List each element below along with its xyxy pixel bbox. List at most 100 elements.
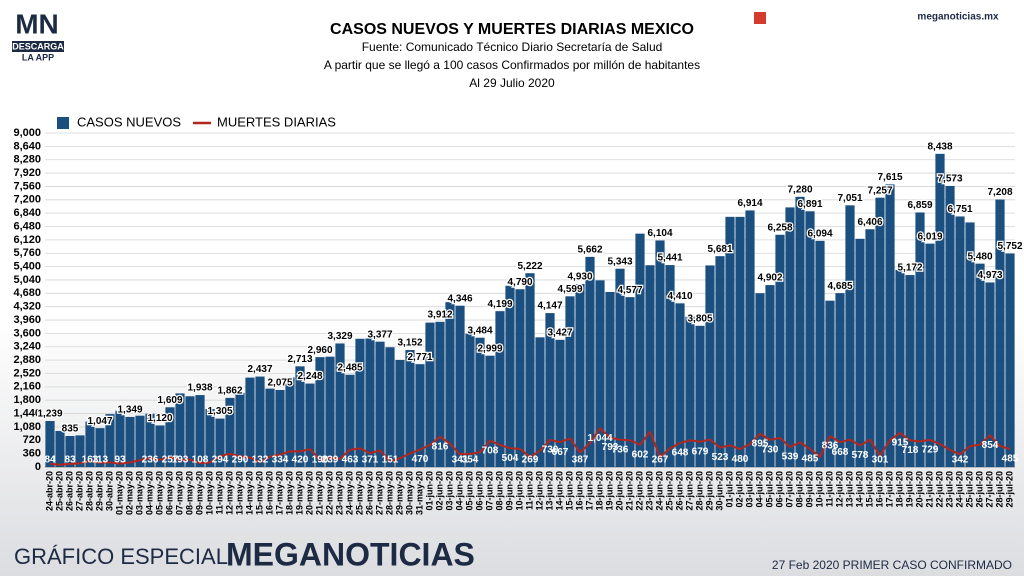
case-label: 6,891 [797, 199, 822, 210]
bar [85, 421, 95, 467]
subtitle: Al 29 Julio 2020 [469, 76, 555, 90]
death-label: 371 [362, 455, 379, 466]
y-tick-label: 1,800 [13, 394, 41, 406]
logo-line2: LA APP [22, 52, 54, 62]
death-label: 504 [502, 453, 519, 464]
death-label: 257 [162, 455, 179, 466]
x-tick-label: 13-may-20 [234, 471, 244, 515]
bar [915, 212, 925, 467]
case-label: 3,912 [427, 309, 452, 320]
death-label: 480 [732, 454, 749, 465]
x-tick-label: 21-jul-20 [924, 471, 934, 508]
x-tick-label: 16-jul-20 [874, 471, 884, 508]
x-tick-label: 14-jul-20 [854, 471, 864, 508]
x-tick-label: 13-jun-20 [544, 471, 554, 511]
bar [855, 238, 865, 467]
case-label: 2,999 [477, 343, 502, 354]
case-label: 6,406 [857, 217, 882, 228]
death-label: 341 [452, 455, 469, 466]
bar [965, 222, 975, 467]
x-tick-label: 28-jul-20 [994, 471, 1004, 508]
x-tick-label: 09-may-20 [194, 471, 204, 515]
x-tick-label: 15-jul-20 [864, 471, 874, 508]
bar [455, 305, 465, 467]
case-label: 4,410 [667, 291, 692, 302]
case-label: 4,790 [507, 277, 532, 288]
death-label: 301 [872, 455, 889, 466]
y-tick-label: 6,120 [13, 234, 41, 246]
x-tick-label: 07-jun-20 [484, 471, 494, 511]
death-label: 463 [342, 454, 359, 465]
death-label: 193 [172, 455, 189, 466]
x-tick-label: 14-jun-20 [554, 471, 564, 511]
case-label: 2,960 [307, 345, 332, 356]
bar [825, 300, 835, 467]
case-label: 8,438 [927, 141, 952, 152]
x-tick-label: 26-may-20 [364, 471, 374, 515]
death-label: 730 [542, 445, 559, 456]
bar [145, 413, 155, 467]
death-label: 236 [142, 455, 159, 466]
bar [185, 396, 195, 467]
death-label: 668 [832, 447, 849, 458]
x-tick-label: 20-jun-20 [614, 471, 624, 511]
case-label: 1,938 [187, 383, 212, 394]
bar [645, 265, 655, 467]
case-label: 6,094 [807, 228, 832, 239]
death-label: 163 [82, 455, 99, 466]
bar [385, 347, 395, 467]
x-tick-label: 26-jul-20 [974, 471, 984, 508]
bar [595, 280, 605, 467]
x-tick-label: 19-jul-20 [904, 471, 914, 508]
case-label: 3,805 [687, 313, 712, 324]
bar [255, 376, 265, 467]
death-label: 485 [802, 454, 819, 465]
case-label: 2,075 [267, 378, 292, 389]
case-label: 4,930 [567, 272, 592, 283]
case-label: 5,343 [607, 256, 632, 267]
x-tick-label: 08-may-20 [184, 471, 194, 515]
death-label: 269 [522, 455, 539, 466]
x-tick-label: 10-may-20 [204, 471, 214, 515]
x-tick-label: 13-jul-20 [844, 471, 854, 508]
x-tick-label: 21-may-20 [314, 471, 324, 515]
bar [225, 397, 235, 467]
bar [955, 216, 965, 467]
case-label: 4,199 [487, 299, 512, 310]
x-tick-label: 17-may-20 [274, 471, 284, 515]
death-label: 736 [612, 444, 629, 455]
bar [535, 337, 545, 467]
death-line [49, 427, 1011, 466]
death-label: 539 [782, 452, 799, 463]
footer-right: 27 Feb 2020 PRIMER CASO CONFIRMADO [772, 558, 1012, 572]
bar [665, 265, 675, 467]
bar [925, 243, 935, 467]
bar [655, 240, 665, 467]
x-tick-label: 08-jun-20 [494, 471, 504, 511]
bar [765, 285, 775, 467]
case-label: 4,973 [977, 270, 1002, 281]
death-label: 151 [382, 455, 399, 466]
bar [395, 359, 405, 467]
bar [705, 265, 715, 467]
bar [685, 316, 695, 467]
bar [325, 356, 335, 467]
x-tick-label: 24-jun-20 [654, 471, 664, 511]
case-label: 5,681 [707, 244, 732, 255]
bar [545, 313, 555, 467]
x-tick-label: 24-may-20 [344, 471, 354, 515]
x-tick-label: 18-may-20 [284, 471, 294, 515]
death-label: 729 [922, 445, 939, 456]
logo-band [12, 41, 64, 52]
bar [355, 338, 365, 467]
bar [905, 275, 915, 467]
death-label: 470 [412, 454, 429, 465]
bar [975, 263, 985, 467]
logo: MN DESCARGA LA APP [12, 8, 64, 62]
death-label: 708 [482, 445, 499, 456]
bar [755, 293, 765, 467]
case-label: 5,441 [657, 253, 682, 264]
case-label: 2,485 [337, 362, 362, 373]
x-tick-label: 25-abr-20 [54, 471, 64, 511]
death-label: 387 [572, 455, 589, 466]
